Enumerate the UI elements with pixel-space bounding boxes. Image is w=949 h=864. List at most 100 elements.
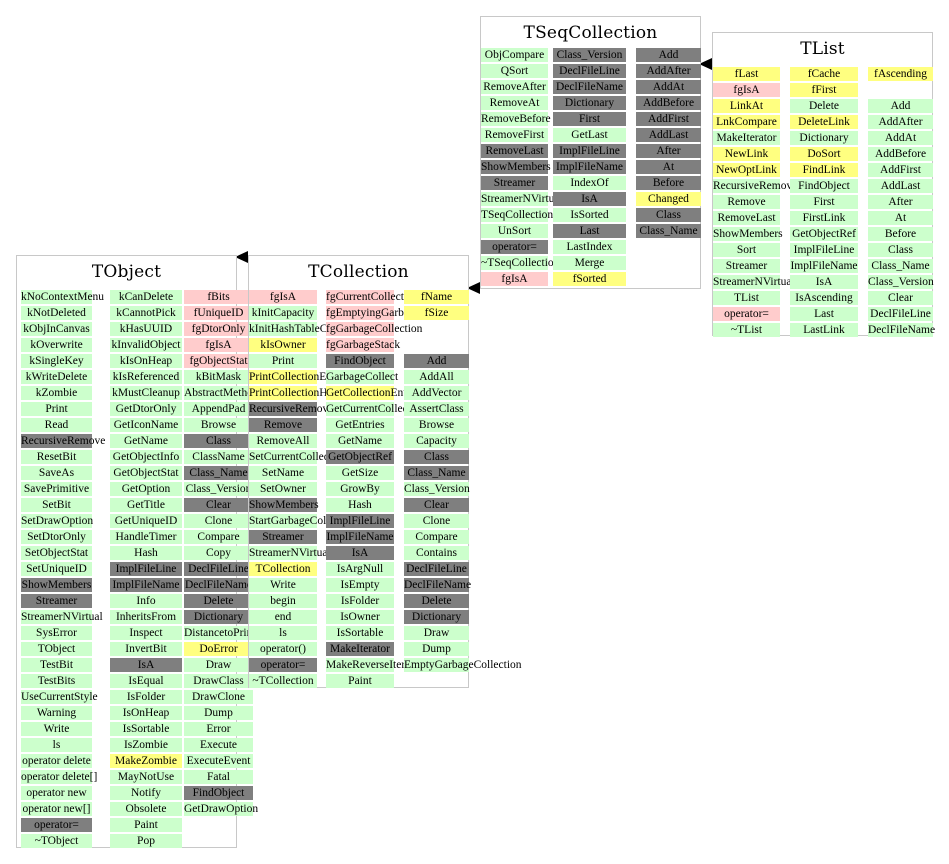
member-tobject-0-31[interactable]: operator new: [21, 786, 92, 800]
member-tcollection-0-9[interactable]: RemoveAll: [249, 434, 317, 448]
member-tcollection-1-5[interactable]: GarbageCollect: [326, 370, 399, 384]
member-tobject-1-12[interactable]: GetOption: [110, 482, 182, 496]
member-tseqcollection-0-1[interactable]: QSort: [481, 64, 548, 78]
member-tlist-2-6[interactable]: AddFirst: [868, 163, 933, 177]
member-tlist-0-3[interactable]: LnkCompare: [713, 115, 780, 129]
member-tobject-0-1[interactable]: kNotDeleted: [21, 306, 92, 320]
member-tobject-2-23[interactable]: Draw: [184, 658, 253, 672]
member-tlist-1-11[interactable]: ImplFileLine: [790, 243, 858, 257]
member-tobject-2-10[interactable]: ClassName: [184, 450, 253, 464]
member-tobject-1-20[interactable]: InheritsFrom: [110, 610, 182, 624]
member-tlist-2-12[interactable]: Class_Name: [868, 259, 933, 273]
member-tseqcollection-0-12[interactable]: operator=: [481, 240, 548, 254]
member-tcollection-0-10[interactable]: SetCurrentCollection: [249, 450, 347, 464]
member-tseqcollection-1-4[interactable]: First: [553, 112, 626, 126]
member-tobject-2-5[interactable]: kBitMask: [184, 370, 253, 384]
member-tcollection-2-1[interactable]: fSize: [404, 306, 469, 320]
member-tlist-1-15[interactable]: Last: [790, 307, 858, 321]
member-tcollection-1-18[interactable]: IsEmpty: [326, 578, 394, 592]
member-tobject-2-2[interactable]: fgDtorOnly: [184, 322, 253, 336]
member-tseqcollection-1-8[interactable]: IndexOf: [553, 176, 626, 190]
member-tobject-1-27[interactable]: IsSortable: [110, 722, 182, 736]
member-tobject-1-13[interactable]: GetTitle: [110, 498, 182, 512]
member-tseqcollection-2-8[interactable]: Before: [636, 176, 701, 190]
member-tobject-2-1[interactable]: fUniqueID: [184, 306, 253, 320]
member-tobject-0-34[interactable]: ~TObject: [21, 834, 92, 848]
member-tobject-1-28[interactable]: IsZombie: [110, 738, 182, 752]
member-tobject-0-15[interactable]: SetDtorOnly: [21, 530, 92, 544]
member-tobject-0-25[interactable]: UseCurrentStyle: [21, 690, 98, 704]
member-tcollection-0-19[interactable]: begin: [249, 594, 317, 608]
member-tcollection-2-16[interactable]: Contains: [404, 546, 469, 560]
member-tobject-2-24[interactable]: DrawClass: [184, 674, 253, 688]
member-tcollection-0-21[interactable]: ls: [249, 626, 317, 640]
member-tcollection-0-22[interactable]: operator(): [249, 642, 317, 656]
member-tlist-2-4[interactable]: AddAt: [868, 131, 933, 145]
member-tobject-0-30[interactable]: operator delete[]: [21, 770, 98, 784]
member-tcollection-2-7[interactable]: AssertClass: [404, 402, 469, 416]
member-tseqcollection-0-8[interactable]: Streamer: [481, 176, 548, 190]
member-tseqcollection-2-2[interactable]: AddAt: [636, 80, 701, 94]
class-title[interactable]: TSeqCollection: [523, 23, 658, 43]
member-tcollection-0-5[interactable]: PrintCollectionEntry: [249, 370, 345, 384]
member-tobject-1-1[interactable]: kCannotPick: [110, 306, 182, 320]
member-tobject-1-15[interactable]: HandleTimer: [110, 530, 182, 544]
member-tobject-0-21[interactable]: SysError: [21, 626, 92, 640]
member-tseqcollection-0-5[interactable]: RemoveFirst: [481, 128, 548, 142]
member-tobject-0-3[interactable]: kOverwrite: [21, 338, 92, 352]
member-tlist-1-7[interactable]: FindObject: [790, 179, 858, 193]
member-tseqcollection-0-11[interactable]: UnSort: [481, 224, 548, 238]
member-tseqcollection-0-3[interactable]: RemoveAt: [481, 96, 548, 110]
member-tcollection-0-15[interactable]: Streamer: [249, 530, 317, 544]
member-tobject-1-0[interactable]: kCanDelete: [110, 290, 182, 304]
member-tobject-1-10[interactable]: GetObjectInfo: [110, 450, 182, 464]
member-tcollection-0-3[interactable]: kIsOwner: [249, 338, 317, 352]
member-tobject-1-30[interactable]: MayNotUse: [110, 770, 182, 784]
member-tlist-1-3[interactable]: DeleteLink: [790, 115, 858, 129]
member-tlist-0-9[interactable]: RemoveLast: [713, 211, 780, 225]
class-title[interactable]: TList: [800, 39, 845, 59]
member-tlist-0-15[interactable]: operator=: [713, 307, 780, 321]
member-tobject-1-9[interactable]: GetName: [110, 434, 182, 448]
member-tcollection-1-0[interactable]: fgCurrentCollection: [326, 290, 419, 304]
member-tobject-0-33[interactable]: operator=: [21, 818, 92, 832]
member-tcollection-1-19[interactable]: IsFolder: [326, 594, 394, 608]
member-tseqcollection-0-4[interactable]: RemoveBefore: [481, 112, 551, 126]
member-tlist-0-7[interactable]: RecursiveRemove: [713, 179, 798, 193]
member-tobject-0-26[interactable]: Warning: [21, 706, 92, 720]
member-tlist-2-8[interactable]: After: [868, 195, 933, 209]
member-tlist-1-1[interactable]: fFirst: [790, 83, 858, 97]
member-tcollection-1-12[interactable]: GrowBy: [326, 482, 394, 496]
member-tobject-1-14[interactable]: GetUniqueID: [110, 514, 182, 528]
member-tobject-1-23[interactable]: IsA: [110, 658, 182, 672]
member-tobject-2-17[interactable]: DeclFileLine: [184, 562, 253, 576]
member-tcollection-1-6[interactable]: GetCollectionEntryName: [326, 386, 444, 400]
member-tcollection-1-2[interactable]: fgGarbageCollection: [326, 322, 423, 336]
member-tlist-1-4[interactable]: Dictionary: [790, 131, 858, 145]
member-tcollection-2-20[interactable]: Dictionary: [404, 610, 469, 624]
member-tseqcollection-0-6[interactable]: RemoveLast: [481, 144, 548, 158]
member-tobject-2-8[interactable]: Browse: [184, 418, 253, 432]
member-tobject-2-11[interactable]: Class_Name: [184, 466, 253, 480]
member-tobject-1-4[interactable]: kIsOnHeap: [110, 354, 182, 368]
class-title[interactable]: TCollection: [308, 262, 409, 282]
member-tlist-2-7[interactable]: AddLast: [868, 179, 933, 193]
member-tseqcollection-1-6[interactable]: ImplFileLine: [553, 144, 626, 158]
member-tcollection-1-3[interactable]: fgGarbageStack: [326, 338, 401, 352]
member-tlist-2-9[interactable]: At: [868, 211, 933, 225]
class-title[interactable]: TObject: [91, 262, 162, 282]
member-tcollection-1-8[interactable]: GetEntries: [326, 418, 394, 432]
member-tcollection-2-12[interactable]: Class_Version: [404, 482, 470, 496]
member-tlist-0-13[interactable]: StreamerNVirtual: [713, 275, 795, 289]
member-tobject-0-19[interactable]: Streamer: [21, 594, 92, 608]
member-tseqcollection-1-2[interactable]: DeclFileName: [553, 80, 626, 94]
member-tcollection-1-24[interactable]: Paint: [326, 674, 394, 688]
member-tseqcollection-2-6[interactable]: After: [636, 144, 701, 158]
member-tobject-1-33[interactable]: Paint: [110, 818, 182, 832]
member-tobject-1-25[interactable]: IsFolder: [110, 690, 182, 704]
member-tobject-0-23[interactable]: TestBit: [21, 658, 92, 672]
member-tobject-2-18[interactable]: DeclFileName: [184, 578, 253, 592]
member-tlist-1-13[interactable]: IsA: [790, 275, 858, 289]
member-tcollection-2-14[interactable]: Clone: [404, 514, 469, 528]
member-tobject-0-18[interactable]: ShowMembers: [21, 578, 92, 592]
